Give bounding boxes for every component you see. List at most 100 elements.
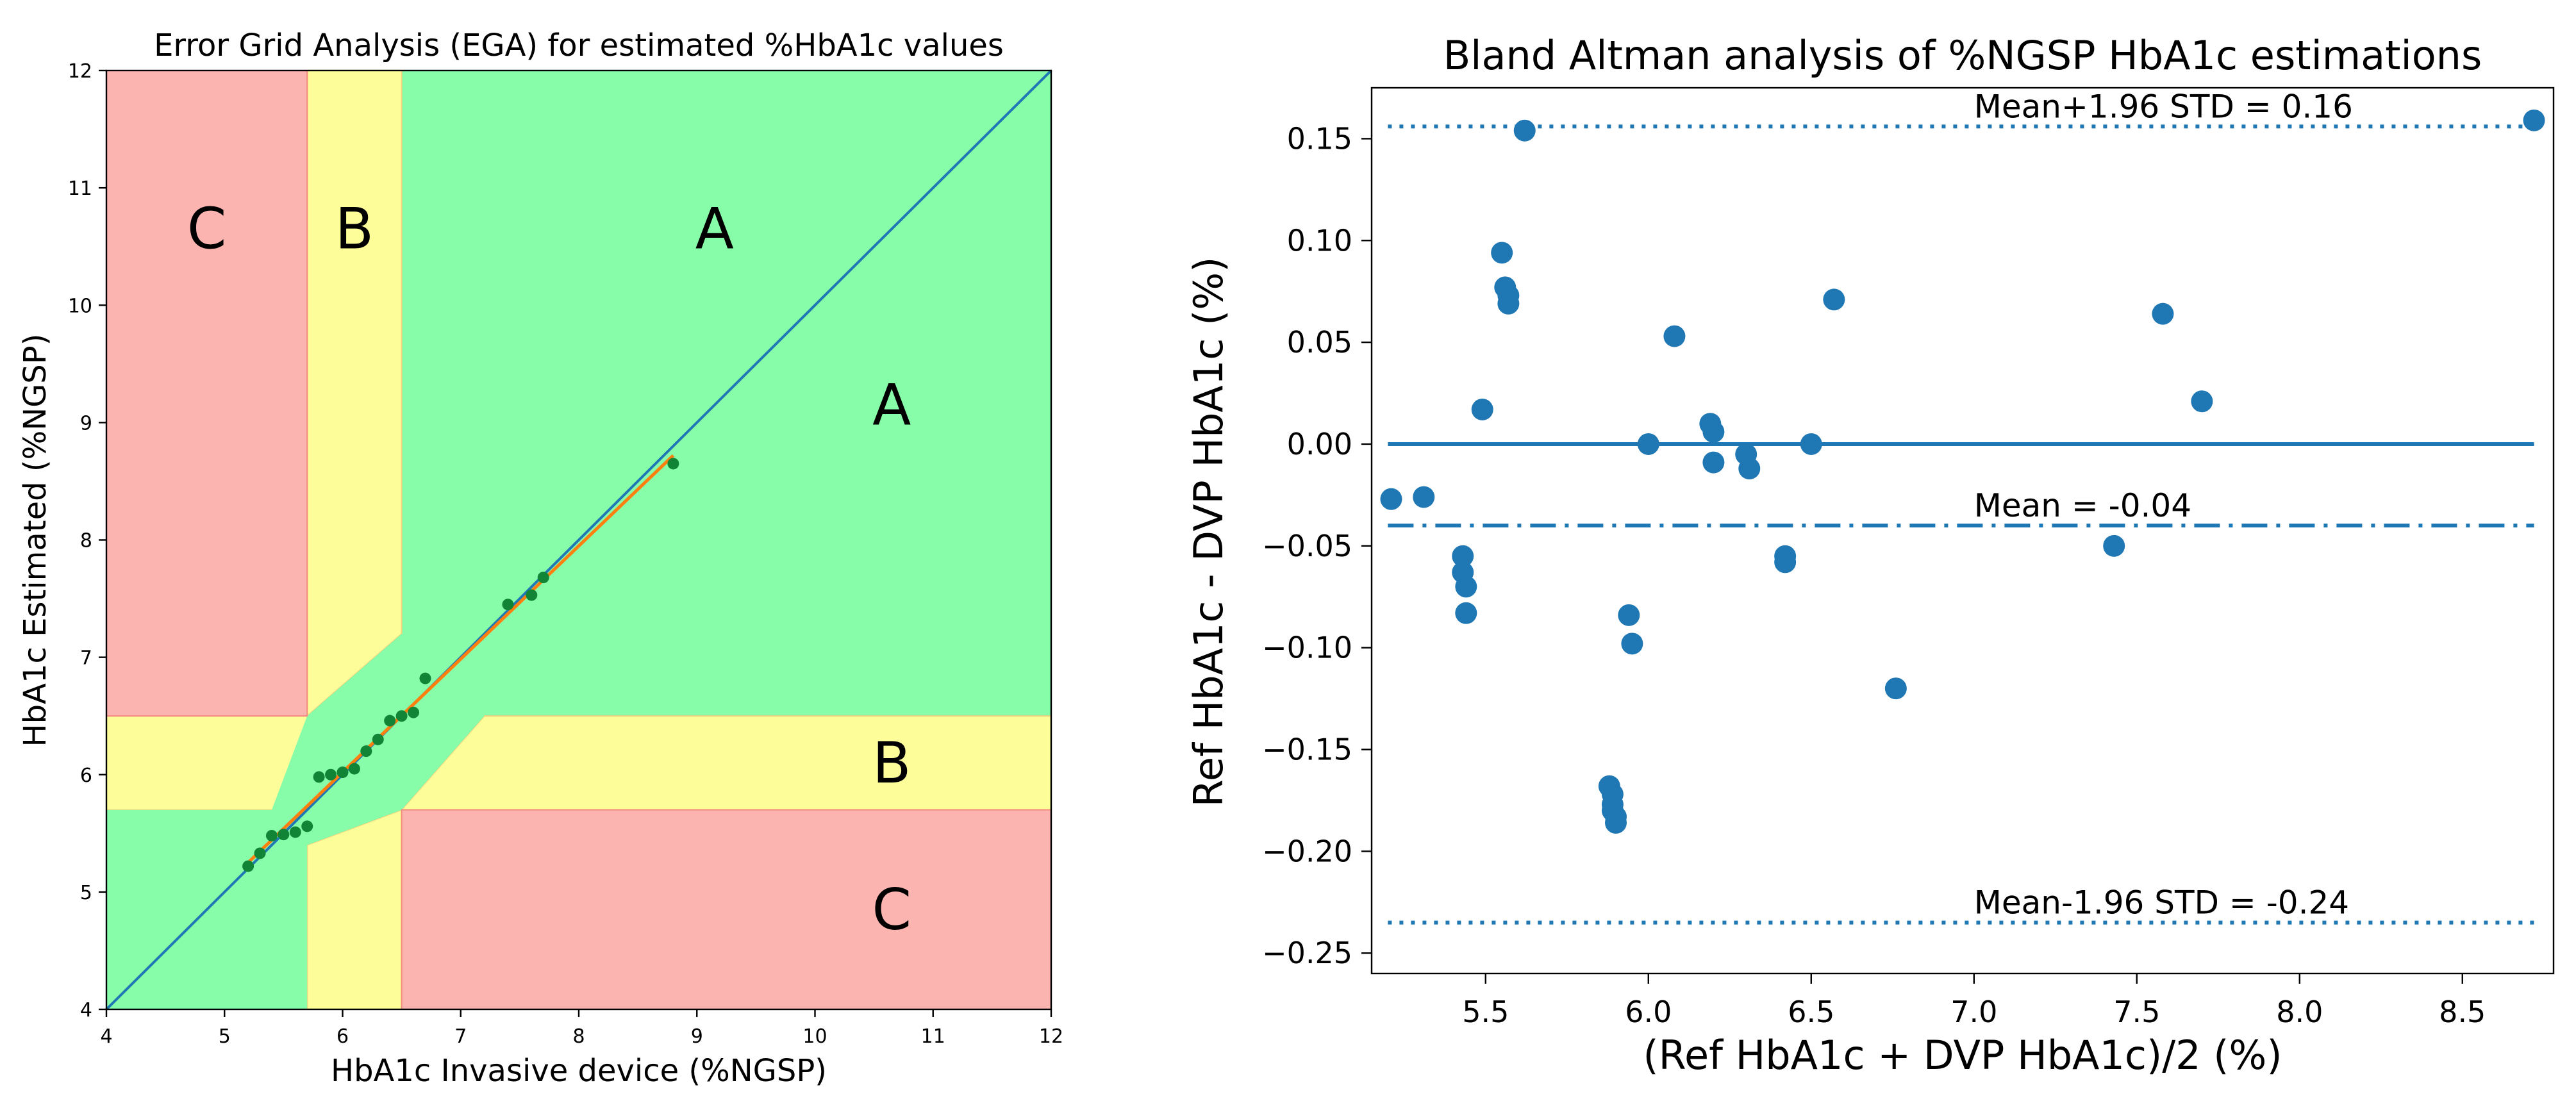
ega-y-tick-label: 7 <box>80 647 92 670</box>
ega-chart: C B A A B C 4 5 6 7 8 9 10 11 12 4 5 6 7 8 9 10 11 12 Error G… <box>17 28 1063 1089</box>
ega-x-label: HbA1c Invasive device (%NGSP) <box>331 1053 827 1089</box>
ega-data-point <box>419 672 431 684</box>
ega-x-tick-label: 6 <box>337 1025 349 1048</box>
ega-data-point <box>384 715 396 727</box>
ba-data-point <box>1702 420 1725 443</box>
ba-x-tick-label: 6.0 <box>1625 995 1672 1029</box>
zone-c-upper-left <box>106 70 308 717</box>
ba-data-point <box>1497 292 1520 315</box>
ega-zone-labels: C B A A B C <box>187 196 911 943</box>
ega-x-tick-label: 10 <box>802 1025 827 1048</box>
ba-x-ticks: 5.5 6.0 6.5 7.0 7.5 8.0 8.5 <box>1462 973 2486 1029</box>
zone-b-right <box>400 715 1052 811</box>
ega-points <box>242 458 679 872</box>
ba-data-point <box>1455 602 1477 624</box>
ba-data-point <box>1884 677 1907 700</box>
zone-label-c: C <box>872 877 911 943</box>
ba-x-tick-label: 6.5 <box>1788 995 1834 1029</box>
zone-label-a: A <box>695 196 734 262</box>
ba-data-point <box>1413 486 1435 508</box>
ega-data-point <box>242 860 254 872</box>
ba-x-label: (Ref HbA1c + DVP HbA1c)/2 (%) <box>1643 1032 2282 1079</box>
ega-x-tick-label: 12 <box>1039 1025 1063 1048</box>
ba-data-point <box>1604 811 1627 834</box>
ba-data-point <box>2152 302 2174 325</box>
ega-data-point <box>360 745 372 757</box>
ega-data-point <box>395 710 408 722</box>
ba-y-tick-label: −0.25 <box>1262 936 1352 970</box>
ba-data-point <box>1800 433 1822 455</box>
ega-x-tick-label: 5 <box>219 1025 231 1048</box>
ega-data-point <box>325 768 337 781</box>
ega-y-tick-label: 12 <box>68 60 92 83</box>
zone-b-upper <box>306 70 403 718</box>
ba-data-point <box>2191 390 2213 413</box>
ba-y-tick-label: 0.10 <box>1287 223 1352 258</box>
ega-y-tick-label: 8 <box>80 530 92 552</box>
ba-x-tick-label: 7.5 <box>2113 995 2160 1029</box>
ba-data-point <box>1491 242 1513 264</box>
zone-c-lower-right <box>401 809 1052 1010</box>
ba-x-tick-label: 7.0 <box>1950 995 1997 1029</box>
ba-y-label: Ref HbA1c - DVP HbA1c (%) <box>1185 257 1232 807</box>
ega-y-ticks: 4 5 6 7 8 9 10 11 12 <box>68 60 106 1022</box>
ba-plot-frame <box>1370 87 2555 975</box>
ega-data-point <box>301 820 313 832</box>
ega-x-ticks: 4 5 6 7 8 9 10 11 12 <box>100 1009 1063 1048</box>
ega-data-point <box>265 829 278 841</box>
bland-altman-chart: Mean+1.96 STD = 0.16 Mean = -0.04 Mean-1.9… <box>1185 32 2555 1079</box>
ega-x-tick-label: 8 <box>572 1025 585 1048</box>
ega-x-tick-label: 4 <box>100 1025 112 1048</box>
ega-data-point <box>254 847 266 859</box>
ba-data-point <box>1702 451 1725 474</box>
ba-data-point <box>1452 545 1474 567</box>
ega-y-tick-label: 5 <box>80 882 92 904</box>
ega-y-tick-label: 6 <box>80 765 92 787</box>
ba-y-tick-label: 0.00 <box>1287 427 1352 461</box>
ba-reference-labels: Mean+1.96 STD = 0.16 Mean = -0.04 Mean-1.9… <box>1974 88 2353 921</box>
ba-data-point <box>1663 325 1686 347</box>
ega-data-point <box>408 706 420 718</box>
ega-data-point <box>278 829 290 841</box>
ba-x-tick-label: 5.5 <box>1462 995 1509 1029</box>
lower-limit-label: Mean-1.96 STD = -0.24 <box>1974 884 2349 922</box>
ba-data-point <box>1513 119 1536 142</box>
ega-y-tick-label: 4 <box>80 999 92 1022</box>
ega-data-point <box>502 599 514 611</box>
upper-limit-label: Mean+1.96 STD = 0.16 <box>1974 88 2353 125</box>
ega-data-point <box>537 572 549 584</box>
ba-data-point <box>1380 488 1402 510</box>
ega-y-tick-label: 10 <box>68 295 92 317</box>
ba-data-point <box>1455 575 1477 598</box>
ega-x-tick-label: 11 <box>921 1025 945 1048</box>
ba-title: Bland Altman analysis of %NGSP HbA1c est… <box>1443 32 2482 79</box>
ba-data-point <box>1823 288 1845 311</box>
ega-y-tick-label: 9 <box>80 412 92 435</box>
ega-data-point <box>289 826 301 838</box>
ba-y-tick-label: 0.05 <box>1287 325 1352 360</box>
ba-y-tick-label: −0.20 <box>1262 834 1352 868</box>
ba-data-point <box>1618 604 1640 626</box>
zone-b-left <box>106 715 308 811</box>
ega-data-point <box>337 766 349 779</box>
ba-y-ticks: 0.15 0.10 0.05 0.00 −0.05 −0.10 −0.15 −0.20 −0.2… <box>1262 121 1372 970</box>
ega-x-tick-label: 9 <box>691 1025 703 1048</box>
ba-data-point <box>1774 551 1797 574</box>
ba-x-tick-label: 8.0 <box>2276 995 2323 1029</box>
ega-y-label: HbA1c Estimated (%NGSP) <box>17 334 53 747</box>
zone-label-b: B <box>872 730 911 796</box>
zone-label-b: B <box>335 196 374 262</box>
regression-line <box>247 454 675 864</box>
mean-label: Mean = -0.04 <box>1974 487 2191 524</box>
ega-title: Error Grid Analysis (EGA) for estimated … <box>154 28 1004 63</box>
ba-data-point <box>1471 398 1493 420</box>
zone-b-lower <box>306 809 403 1010</box>
ba-data-point <box>2523 109 2545 131</box>
ega-data-point <box>667 458 679 470</box>
ba-data-point <box>1738 458 1761 480</box>
ba-y-tick-label: −0.05 <box>1262 529 1352 563</box>
ba-x-tick-label: 8.5 <box>2439 995 2486 1029</box>
zone-label-c: C <box>187 196 226 262</box>
